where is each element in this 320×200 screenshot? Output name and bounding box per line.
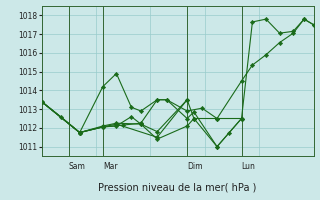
Text: Sam: Sam <box>69 162 86 171</box>
Text: Pression niveau de la mer( hPa ): Pression niveau de la mer( hPa ) <box>99 183 257 193</box>
Text: Mar: Mar <box>103 162 117 171</box>
Text: Dim: Dim <box>187 162 203 171</box>
Text: Lun: Lun <box>242 162 255 171</box>
